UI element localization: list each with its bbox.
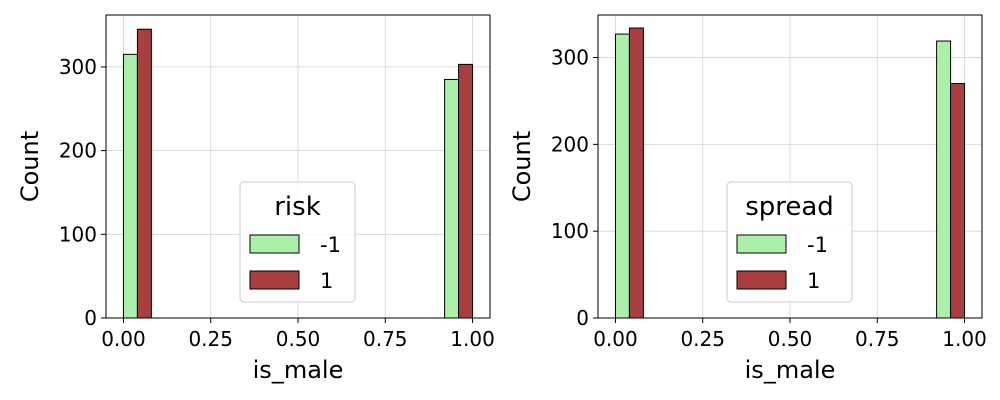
y-tick-label: 200 <box>59 139 97 163</box>
legend-label: 1 <box>807 269 820 293</box>
x-tick-label: 0.25 <box>188 327 233 351</box>
legend-swatch <box>736 234 787 254</box>
x-tick-label: 0.75 <box>855 327 900 351</box>
bar-pos1-x1 <box>950 83 966 319</box>
legend-swatch <box>736 270 787 290</box>
x-axis-label: is_male <box>253 356 344 384</box>
chart-panel-spread: 0.00 0.25 0.50 0.75 1.00 0 100 200 300 is_male Cou… <box>508 14 987 384</box>
legend: spread -1 1 <box>726 181 853 303</box>
bars <box>614 27 966 319</box>
legend-label: -1 <box>320 233 341 257</box>
y-axis-label: Count <box>16 131 44 202</box>
x-ticks: 0.00 0.25 0.50 0.75 1.00 <box>593 318 987 351</box>
y-axis-label: Count <box>508 131 536 202</box>
x-tick-label: 0.50 <box>768 327 813 351</box>
x-tick-label: 1.00 <box>450 327 495 351</box>
bar-neg1-x0 <box>614 33 630 319</box>
x-tick-label: 0.00 <box>593 327 638 351</box>
legend: risk -1 1 <box>239 181 356 303</box>
bar-neg1-x0 <box>122 53 138 319</box>
x-tick-label: 0.25 <box>680 327 725 351</box>
y-tick-label: 300 <box>59 55 97 79</box>
y-tick-label: 300 <box>551 46 589 70</box>
legend-title: spread <box>745 192 834 222</box>
chart-panel-risk: 0.00 0.25 0.50 0.75 1.00 0 100 200 300 is_male Cou… <box>16 14 495 384</box>
y-ticks: 0 100 200 300 <box>551 46 598 330</box>
legend-title: risk <box>274 192 321 222</box>
x-tick-label: 0.75 <box>363 327 408 351</box>
legend-label: 1 <box>320 269 333 293</box>
y-tick-label: 200 <box>551 132 589 156</box>
y-tick-label: 100 <box>59 222 97 246</box>
x-axis-label: is_male <box>745 356 836 384</box>
legend-swatch <box>249 234 300 254</box>
bar-pos1-x1 <box>458 63 474 319</box>
x-tick-label: 1.00 <box>942 327 987 351</box>
y-ticks: 0 100 200 300 <box>59 55 106 330</box>
bars <box>122 28 474 319</box>
bar-pos1-x0 <box>136 28 152 319</box>
legend-swatch <box>249 270 300 290</box>
x-ticks: 0.00 0.25 0.50 0.75 1.00 <box>101 318 495 351</box>
y-tick-label: 0 <box>576 306 589 330</box>
bar-pos1-x0 <box>628 27 644 319</box>
bar-neg1-x1 <box>444 78 460 319</box>
y-tick-label: 0 <box>84 306 97 330</box>
legend-label: -1 <box>807 233 828 257</box>
x-tick-label: 0.00 <box>101 327 146 351</box>
bar-neg1-x1 <box>936 40 952 319</box>
x-tick-label: 0.50 <box>276 327 321 351</box>
y-tick-label: 100 <box>551 219 589 243</box>
